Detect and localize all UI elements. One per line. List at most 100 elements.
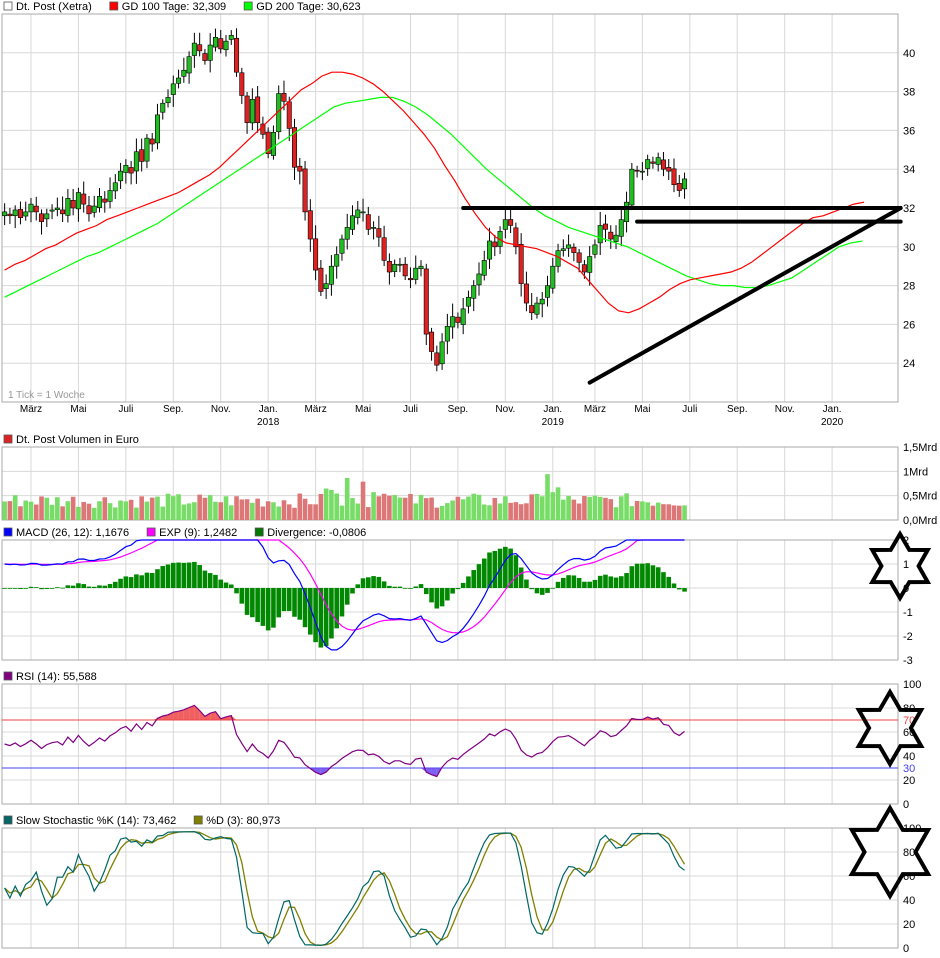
candle-body (297, 165, 303, 172)
candle-body (302, 168, 308, 213)
volume-bar (450, 500, 455, 520)
candle-body (65, 198, 71, 216)
candle-body (44, 213, 50, 220)
candle-body (655, 157, 661, 165)
divergence-bar (7, 588, 13, 589)
divergence-bar (323, 588, 329, 647)
candle-body (629, 168, 635, 206)
volume-bar (503, 496, 508, 520)
divergence-bar (186, 562, 192, 588)
volume-y-tick-label: 1,5Mrd (903, 442, 937, 454)
price-y-tick-label: 30 (903, 242, 915, 254)
macd-legend-swatch (254, 527, 264, 537)
volume-bar (223, 496, 229, 520)
candle-body (118, 170, 124, 182)
candle-body (434, 352, 440, 366)
x-tick-year: 2019 (542, 417, 565, 428)
divergence-bar (250, 588, 255, 618)
divergence-bar (334, 588, 339, 629)
divergence-bar (155, 569, 160, 588)
volume-bar (39, 496, 44, 520)
candle-body (492, 241, 498, 248)
candle-body (228, 35, 234, 40)
candle-body (176, 77, 182, 84)
candle-body (639, 170, 645, 173)
candle-body (513, 227, 519, 248)
macd-legend-swatch (3, 527, 13, 537)
candle-body (239, 72, 245, 96)
price-y-tick-label: 28 (903, 281, 915, 293)
stochastic-y-tick-label: 80 (903, 847, 915, 859)
divergence-bar (144, 572, 150, 588)
divergence-bar (466, 576, 471, 588)
candle-body (128, 167, 134, 174)
gd200-line (4, 96, 863, 298)
volume-bar (397, 497, 403, 520)
divergence-bar (170, 562, 176, 588)
volume-bar (260, 506, 266, 520)
volume-bar (160, 506, 166, 520)
volume-bar (23, 500, 29, 520)
candle-body (160, 102, 166, 113)
volume-bar (355, 503, 361, 520)
divergence-bar (2, 588, 7, 589)
volume-bar (18, 506, 23, 520)
price-legend-swatch (109, 1, 119, 11)
volume-bar (655, 502, 661, 520)
divergence-bar (655, 567, 661, 588)
divergence-bar (344, 588, 350, 605)
divergence-bar (392, 586, 397, 588)
volume-bar (402, 497, 408, 520)
candle-body (102, 198, 108, 203)
volume-bar (60, 506, 65, 520)
divergence-bar (423, 588, 429, 595)
candle-body (223, 40, 229, 51)
volume-bar (613, 507, 619, 520)
gd100-line (4, 71, 865, 314)
volume-bar (439, 505, 445, 520)
divergence-bar (86, 586, 92, 588)
candle-body (281, 93, 287, 102)
candle-body (149, 138, 155, 145)
divergence-bar (281, 588, 287, 612)
price-y-tick-label: 36 (903, 125, 915, 137)
macd-star-icon (868, 530, 932, 602)
candle-body (17, 209, 23, 218)
divergence-bar (218, 579, 224, 588)
volume-bar (123, 501, 129, 520)
candle-body (602, 223, 608, 230)
candle-body (318, 267, 324, 292)
price-y-tick-label: 40 (903, 48, 915, 60)
volume-bar (592, 495, 598, 520)
divergence-bar (450, 588, 455, 594)
volume-bar (239, 499, 245, 520)
candle-body (112, 182, 118, 192)
divergence-bar (534, 588, 540, 594)
volume-bar (28, 501, 34, 520)
x-tick-label: Sep. (448, 404, 469, 415)
volume-bar (12, 495, 18, 520)
candle-body (181, 69, 187, 77)
candle-body (265, 131, 271, 154)
volume-bar (566, 495, 571, 520)
divergence-bar (613, 577, 619, 588)
volume-bar (297, 493, 303, 520)
divergence-bar (671, 583, 677, 588)
candle-body (70, 200, 76, 209)
volume-bar (640, 501, 645, 520)
volume-bar (661, 504, 666, 520)
divergence-bar (539, 588, 545, 595)
volume-bar (460, 499, 466, 520)
stochastic-legend-label: %D (3): 80,973 (206, 815, 280, 827)
divergence-bar (666, 576, 672, 588)
candle-body (249, 99, 255, 124)
rsi-overbought-fill (178, 709, 184, 720)
divergence-bar (397, 586, 403, 588)
divergence-bar (313, 588, 318, 643)
volume-bar (487, 505, 492, 520)
candle-body (107, 190, 113, 202)
volume-bar (392, 495, 397, 520)
volume-bar (86, 503, 92, 520)
volume-bar (102, 497, 108, 520)
divergence-bar (445, 588, 450, 601)
